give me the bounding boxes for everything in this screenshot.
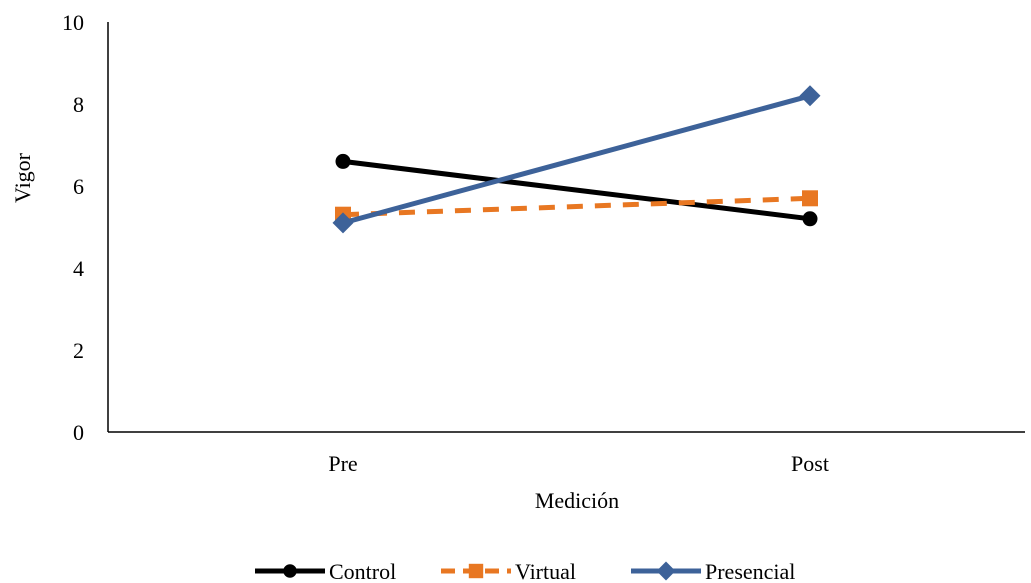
y-tick-label: 2 <box>73 338 84 363</box>
marker-square <box>802 190 818 207</box>
legend-label: Virtual <box>515 559 576 583</box>
y-tick-label: 4 <box>73 256 84 281</box>
legend: Control Virtual Presencial <box>255 559 795 583</box>
legend-item-virtual: Virtual <box>441 559 576 583</box>
series-line <box>340 93 813 226</box>
series-control <box>335 153 818 227</box>
marker-circle <box>802 211 818 227</box>
x-axis-title: Medición <box>535 488 619 513</box>
series-line <box>340 158 813 222</box>
marker-diamond <box>799 85 821 107</box>
marker-circle <box>335 153 351 169</box>
y-tick-label: 0 <box>73 420 84 445</box>
series-presencial <box>332 85 821 234</box>
series-line <box>342 195 811 218</box>
legend-label: Control <box>329 559 396 583</box>
y-axis-title: Vigor <box>10 152 35 203</box>
x-axis-ticks: Pre Post <box>328 451 829 476</box>
y-axis-ticks: 0 2 4 6 8 10 <box>62 10 84 445</box>
y-tick-label: 8 <box>73 92 84 117</box>
marker-square <box>468 563 484 579</box>
series-layer <box>332 85 821 234</box>
y-tick-label: 10 <box>62 10 84 35</box>
marker-diamond <box>656 561 676 581</box>
x-tick-label: Post <box>791 451 829 476</box>
y-tick-label: 6 <box>73 174 84 199</box>
legend-label: Presencial <box>705 559 795 583</box>
legend-item-control: Control <box>255 559 396 583</box>
legend-item-presencial: Presencial <box>631 559 795 583</box>
x-tick-label: Pre <box>328 451 357 476</box>
marker-circle <box>283 564 297 578</box>
marker-diamond <box>332 212 354 234</box>
